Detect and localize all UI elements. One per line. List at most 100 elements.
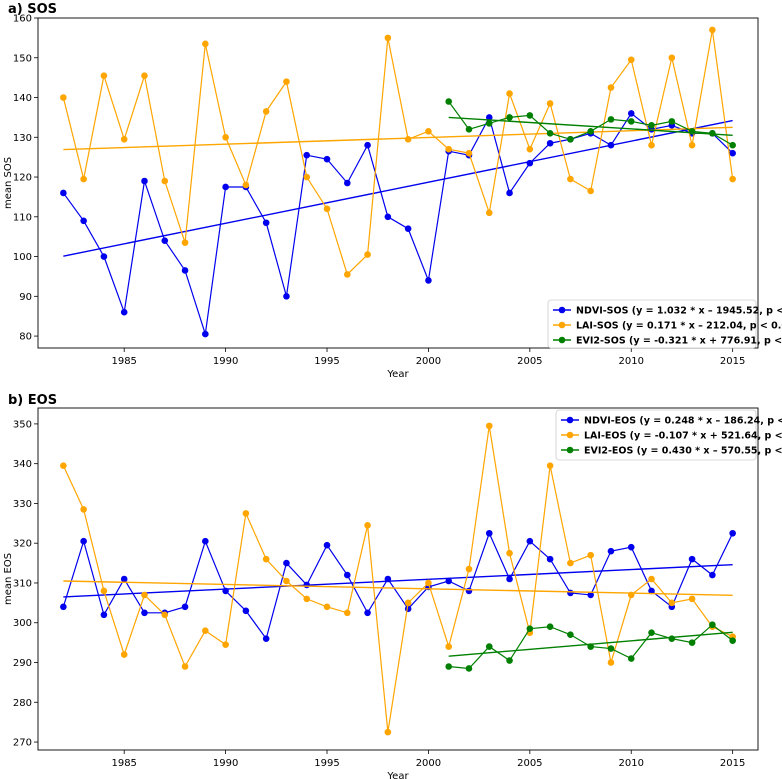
data-point <box>303 173 311 181</box>
data-point <box>688 639 696 646</box>
legend-swatch-marker <box>558 321 566 329</box>
data-point <box>627 543 635 551</box>
x-tick-label: 2010 <box>619 356 644 367</box>
data-point <box>222 133 229 141</box>
data-point <box>607 547 615 555</box>
data-point <box>607 141 615 149</box>
data-point <box>120 575 128 583</box>
data-point <box>222 587 229 595</box>
data-point <box>668 54 676 62</box>
y-tick-label: 300 <box>13 618 32 629</box>
data-point <box>485 422 493 430</box>
data-point <box>384 213 392 221</box>
data-point <box>303 595 311 603</box>
data-point <box>506 189 513 197</box>
x-tick-label: 2015 <box>720 356 745 367</box>
data-point <box>161 611 169 619</box>
data-point <box>80 506 87 513</box>
y-axis-label: mean EOS <box>3 553 14 605</box>
legend-box <box>555 409 757 461</box>
data-point <box>120 651 128 658</box>
data-point <box>262 108 270 115</box>
data-point <box>384 575 392 583</box>
x-tick-label: 2005 <box>517 356 542 367</box>
data-point <box>100 587 108 595</box>
data-point <box>485 529 493 537</box>
data-point <box>607 645 615 652</box>
legend-label: LAI-SOS (y = 0.171 * x – 212.04, p < 0.0… <box>576 321 782 332</box>
data-point <box>567 559 574 567</box>
panel-eos: b) EOS 1985 1990 1995 2000 2005 2010 2015 270 280… <box>3 393 782 779</box>
data-point <box>364 522 371 529</box>
data-point <box>546 555 554 563</box>
data-point <box>587 643 594 650</box>
trend-line-ndvi-sos <box>63 119 733 257</box>
legend-label: EVI2-SOS (y = -0.321 * x + 776.91, p < 0… <box>576 336 782 347</box>
data-point <box>445 577 453 585</box>
plot-frame <box>37 17 759 349</box>
series-ndvi-eos <box>60 529 736 642</box>
series-line-lai-sos <box>62 29 734 276</box>
series-line-lai-eos <box>62 425 733 733</box>
x-tick-label: 2010 <box>619 758 644 769</box>
data-point <box>343 271 351 278</box>
data-point <box>506 549 513 557</box>
data-point <box>60 603 67 611</box>
data-point <box>181 663 189 670</box>
data-point <box>729 175 736 183</box>
data-point <box>100 72 108 79</box>
trend-line-lai-eos <box>63 580 733 597</box>
data-point <box>648 587 655 595</box>
y-tick-label: 280 <box>13 698 32 709</box>
data-point <box>425 277 432 284</box>
data-point <box>506 657 513 664</box>
data-point <box>141 591 148 599</box>
data-point <box>343 571 351 579</box>
data-point <box>607 659 615 666</box>
data-point <box>425 579 432 587</box>
data-point <box>526 112 534 119</box>
data-point <box>729 149 736 157</box>
data-point <box>202 627 209 634</box>
data-point <box>60 94 67 101</box>
data-point <box>80 537 87 545</box>
data-point <box>567 631 574 638</box>
data-point <box>141 72 148 79</box>
data-point <box>709 621 716 629</box>
y-tick-label: 150 <box>13 53 32 64</box>
legend-label: LAI-EOS (y = -0.107 * x + 521.64, p < 0.… <box>584 431 782 442</box>
series-lai-sos <box>60 26 736 278</box>
data-point <box>262 555 270 563</box>
data-point <box>607 84 615 91</box>
x-tick-label: 1990 <box>213 356 238 367</box>
data-point <box>729 637 736 644</box>
data-point <box>323 603 331 611</box>
y-tick-label: 270 <box>13 738 32 749</box>
x-tick-label: 1995 <box>314 758 339 769</box>
data-point <box>120 308 128 316</box>
x-tick-label: 2005 <box>517 758 542 769</box>
data-point <box>567 135 574 143</box>
legend-swatch-marker <box>566 431 574 439</box>
data-point <box>688 555 696 563</box>
data-point <box>709 26 716 34</box>
data-point <box>526 537 534 545</box>
data-point <box>222 183 229 191</box>
x-tick-label: 1985 <box>111 758 136 769</box>
legend-swatch-marker <box>558 336 566 344</box>
data-point <box>567 589 574 597</box>
data-point <box>709 130 716 137</box>
data-point <box>729 529 736 537</box>
data-point <box>668 599 676 607</box>
data-point <box>546 139 554 147</box>
data-point <box>181 239 189 246</box>
data-point <box>485 120 493 127</box>
y-tick-label: 350 <box>13 419 32 430</box>
x-tick-label: 1985 <box>111 356 136 367</box>
data-point <box>567 175 574 183</box>
y-tick-label: 320 <box>13 539 32 550</box>
data-point <box>587 551 594 559</box>
x-axis-label: Year <box>386 771 409 779</box>
data-point <box>465 126 473 133</box>
